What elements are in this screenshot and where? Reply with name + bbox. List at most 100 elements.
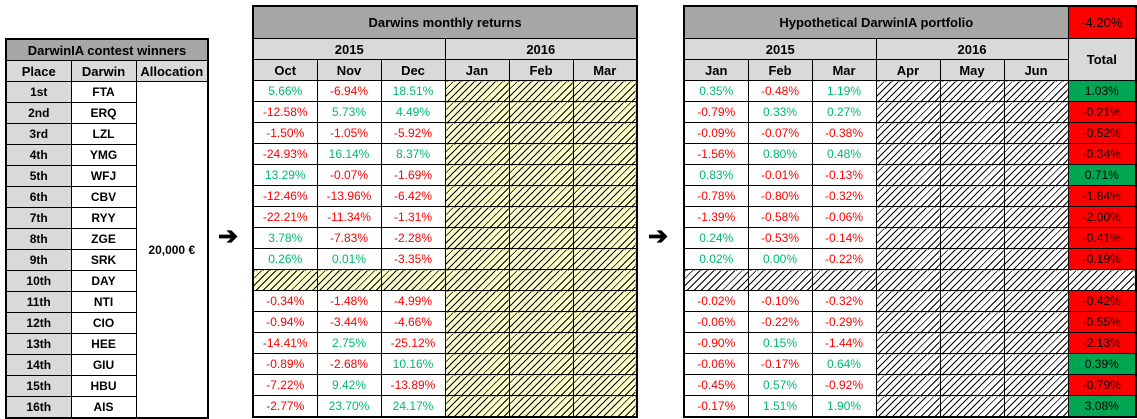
place-cell: 15th (5, 375, 72, 397)
returns-row: -0.94% -3.44% -4.66% (252, 311, 638, 333)
no-data-cell (747, 269, 813, 291)
return-value-cell: -25.12% (380, 332, 446, 354)
returns-row: 13.29% -0.07% -1.69% (252, 164, 638, 186)
total-value-cell: -1.84% (1067, 185, 1137, 207)
month-header-apr: Apr (875, 59, 941, 81)
winner-row: 15th HBU (5, 375, 208, 397)
no-data-cell (939, 332, 1005, 354)
return-value-cell: -2.28% (380, 227, 446, 249)
no-data-cell (572, 269, 638, 291)
return-value-cell: -0.32% (811, 290, 877, 312)
no-data-cell (939, 290, 1005, 312)
portfolio-row: 0.35% -0.48% 1.19% 1.03% (683, 80, 1137, 102)
place-cell: 10th (5, 270, 72, 292)
no-data-cell (572, 353, 638, 375)
return-value-cell: -0.10% (747, 290, 813, 312)
return-value-cell: 3.78% (252, 227, 318, 249)
winner-row: 6th CBV (5, 186, 208, 208)
no-data-cell (444, 185, 510, 207)
no-data-cell (939, 206, 1005, 228)
year-header-2015: 2015 (252, 38, 446, 60)
portfolio-month-row: Jan Feb Mar Apr May Jun (683, 59, 1136, 81)
no-data-cell (572, 311, 638, 333)
no-data-cell (444, 206, 510, 228)
no-data-cell (875, 269, 941, 291)
place-cell: 7th (5, 207, 72, 229)
return-value-cell: 4.49% (380, 101, 446, 123)
winners-columns-row: Place Darwin Allocation (5, 60, 209, 82)
total-value-cell: -0.55% (1067, 311, 1137, 333)
place-cell: 12th (5, 312, 72, 334)
darwin-code-cell: HEE (70, 333, 137, 355)
returns-table-title: Darwins monthly returns (252, 5, 638, 39)
no-data-cell (1003, 332, 1069, 354)
column-header-place: Place (5, 60, 72, 82)
no-data-cell (444, 122, 510, 144)
returns-row: -12.58% 5.73% 4.49% (252, 101, 638, 123)
return-value-cell: -0.48% (747, 80, 813, 102)
no-data-cell (380, 269, 446, 291)
winners-title-row: DarwinIA contest winners (5, 38, 209, 61)
return-value-cell: 2.75% (316, 332, 382, 354)
month-header-feb: Feb (747, 59, 813, 81)
no-data-cell (444, 374, 510, 396)
no-data-cell (444, 227, 510, 249)
returns-row: 0.26% 0.01% -3.35% (252, 248, 638, 270)
return-value-cell: 1.90% (811, 395, 877, 418)
column-header-darwin: Darwin (70, 60, 137, 82)
total-value-cell: -2.13% (1067, 332, 1137, 354)
return-value-cell: -22.21% (252, 206, 318, 228)
no-data-cell (939, 227, 1005, 249)
no-data-cell (875, 332, 941, 354)
return-value-cell: -0.07% (747, 122, 813, 144)
return-value-cell: -7.22% (252, 374, 318, 396)
no-data-cell (875, 206, 941, 228)
no-data-cell (444, 353, 510, 375)
return-value-cell: -2.77% (252, 395, 318, 418)
no-data-cell (939, 185, 1005, 207)
no-data-cell (875, 227, 941, 249)
total-value-cell: -0.41% (1067, 227, 1137, 249)
return-value-cell: -6.42% (380, 185, 446, 207)
total-value-cell: 3.08% (1067, 395, 1137, 418)
year-header-2015: 2015 (683, 38, 877, 60)
no-data-cell (572, 143, 638, 165)
no-data-cell (508, 122, 574, 144)
darwin-code-cell: AIS (70, 396, 137, 419)
darwin-code-cell: SRK (70, 249, 137, 271)
place-cell: 3rd (5, 123, 72, 145)
total-value-cell: -2.00% (1067, 206, 1137, 228)
place-cell: 2nd (5, 102, 72, 124)
returns-body: 5.66% -6.94% 18.51% -12.58% 5.73% 4.49% -1.50%… (252, 80, 638, 418)
no-data-cell (572, 80, 638, 102)
return-value-cell: 10.16% (380, 353, 446, 375)
no-data-cell (875, 143, 941, 165)
return-value-cell: -12.58% (252, 101, 318, 123)
return-value-cell: -0.90% (683, 332, 749, 354)
month-header-jan: Jan (683, 59, 749, 81)
no-data-cell (444, 248, 510, 270)
no-data-cell (572, 101, 638, 123)
return-value-cell: -3.35% (380, 248, 446, 270)
no-data-cell (875, 122, 941, 144)
no-data-cell (1003, 395, 1069, 418)
return-value-cell: -0.89% (252, 353, 318, 375)
no-data-cell (683, 269, 749, 291)
no-data-cell (939, 395, 1005, 418)
month-header-nov: Nov (316, 59, 382, 81)
no-data-cell (572, 290, 638, 312)
no-data-cell (508, 332, 574, 354)
darwin-code-cell: NTI (70, 291, 137, 313)
return-value-cell: -0.45% (683, 374, 749, 396)
no-data-cell (1003, 164, 1069, 186)
portfolio-total-return-cell: -4.20% (1067, 5, 1137, 39)
return-value-cell: 9.42% (316, 374, 382, 396)
returns-row: -2.77% 23.70% 24.17% (252, 395, 638, 418)
no-data-cell (508, 248, 574, 270)
return-value-cell: -0.22% (811, 248, 877, 270)
no-data-cell (444, 101, 510, 123)
return-value-cell: 0.26% (252, 248, 318, 270)
portfolio-row: 0.02% 0.00% -0.22% -0.19% (683, 248, 1137, 270)
no-data-cell (444, 332, 510, 354)
no-data-cell (508, 164, 574, 186)
